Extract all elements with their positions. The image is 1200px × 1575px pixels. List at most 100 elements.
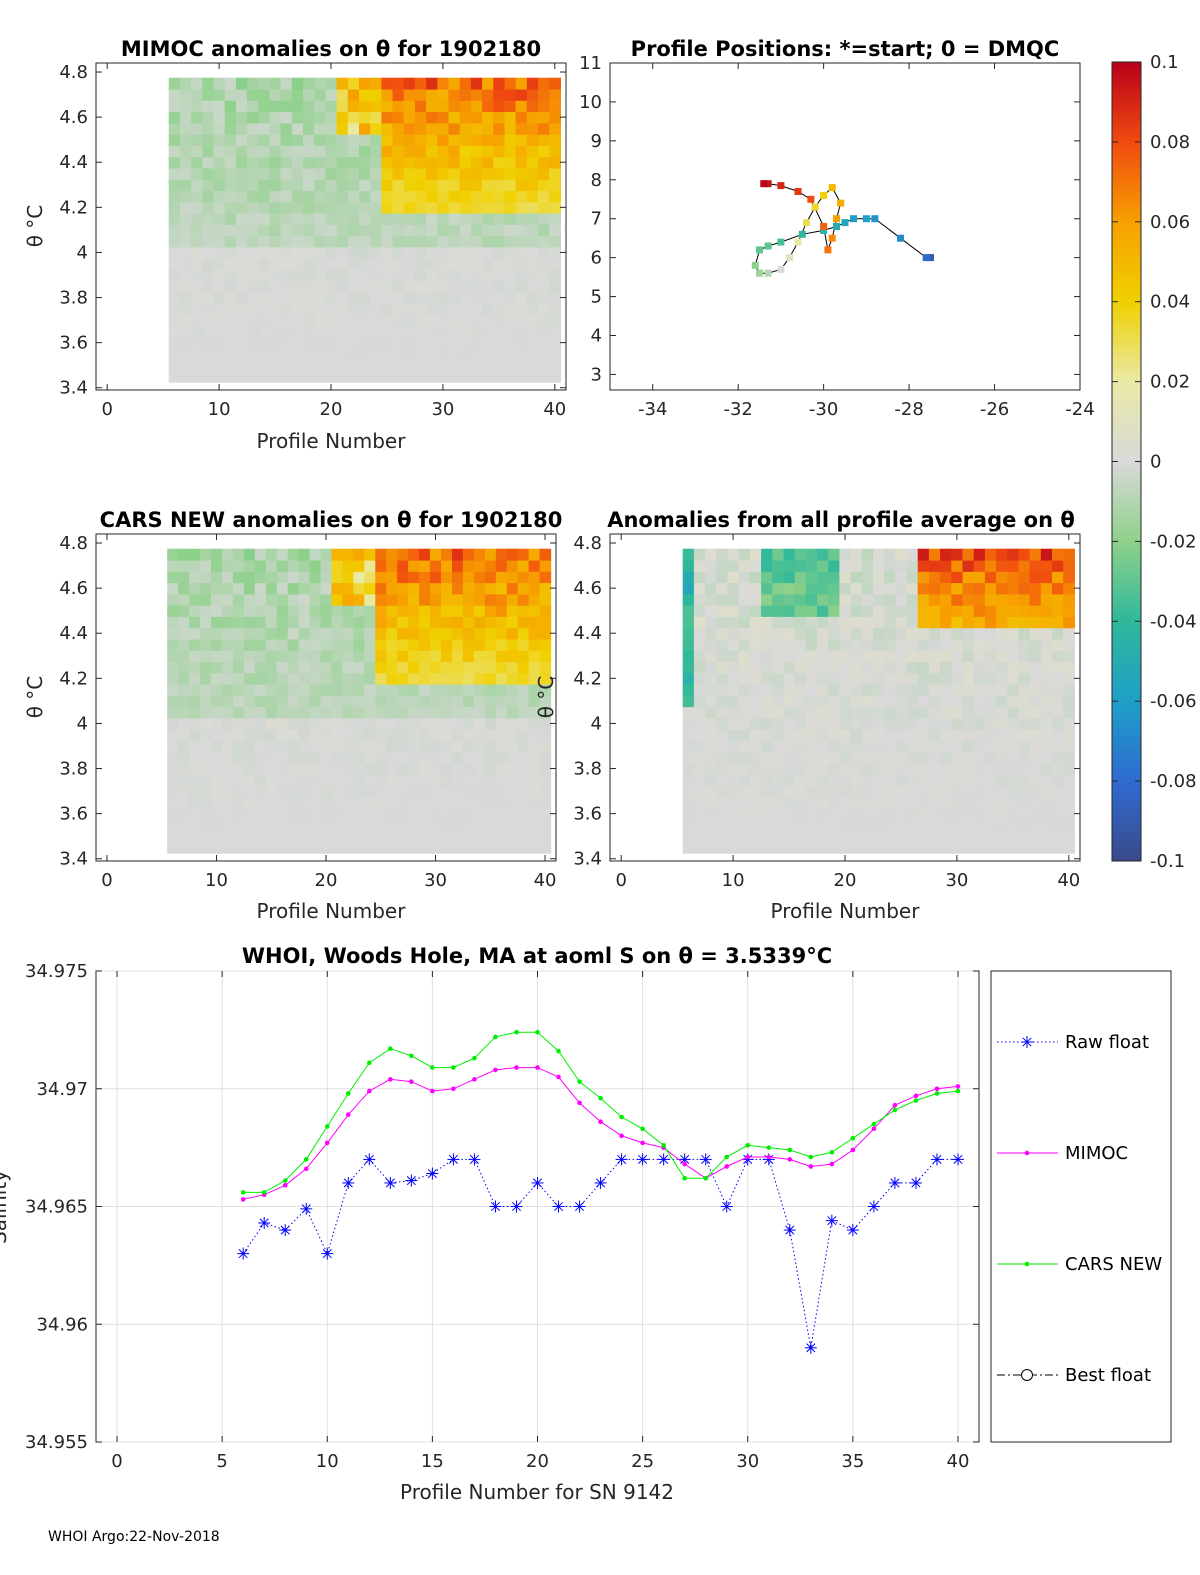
heatmap-cell <box>254 571 267 584</box>
heatmap-cell <box>850 650 863 662</box>
heatmap-cell <box>320 751 333 764</box>
heatmap-cell <box>984 751 997 764</box>
heatmap-cell <box>951 650 964 662</box>
heatmap-cell <box>861 650 874 662</box>
heatmap-cell <box>309 762 322 775</box>
heatmap-cell <box>884 819 896 832</box>
heatmap-cell <box>693 571 706 584</box>
heatmap-cell <box>437 156 450 169</box>
heatmap-cell <box>504 77 517 90</box>
heatmap-cell <box>386 729 398 741</box>
heatmap-cell <box>504 337 517 349</box>
heatmap-cell <box>1063 571 1075 584</box>
heatmap-cell <box>243 808 256 820</box>
heatmap-cell <box>202 370 215 383</box>
heatmap-cell <box>287 548 300 561</box>
series-point <box>808 1164 814 1169</box>
colorbar-tick-label: 0.04 <box>1150 292 1190 313</box>
heatmap-cell <box>705 841 717 854</box>
heatmap-cell <box>269 134 282 146</box>
heatmap-cell <box>353 751 365 764</box>
heatmap-cell <box>448 134 461 146</box>
heatmap-cell <box>962 729 975 741</box>
heatmap-cell <box>761 762 773 775</box>
heatmap-cell <box>276 605 289 617</box>
heatmap-cell <box>984 627 997 640</box>
heatmap-cell <box>426 291 438 304</box>
heatmap-cell <box>287 638 300 651</box>
heatmap-cell <box>996 841 1008 854</box>
heatmap-cell <box>168 246 181 259</box>
heatmap-cell <box>538 337 550 349</box>
heatmap-cell <box>287 582 300 595</box>
heatmap-cell <box>189 672 201 685</box>
raw-float-point <box>867 1200 880 1213</box>
heatmap-cell <box>211 706 223 719</box>
heatmap-cell <box>526 88 539 101</box>
track-point <box>828 234 836 242</box>
heatmap-cell <box>269 269 282 282</box>
heatmap-cell <box>430 695 442 708</box>
heatmap-cell <box>482 359 494 372</box>
heatmap-cell <box>309 593 322 606</box>
heatmap-cell <box>528 661 541 674</box>
heatmap-cell <box>167 796 179 809</box>
heatmap-cell <box>828 605 840 617</box>
track-point <box>751 261 759 269</box>
heatmap-cell <box>928 695 941 708</box>
heatmap-cell <box>817 616 829 629</box>
heatmap-cell <box>940 695 952 708</box>
heatmap-cell <box>906 684 919 696</box>
heatmap-cell <box>200 593 212 606</box>
heatmap-cell <box>984 593 997 606</box>
heatmap-cell <box>526 122 539 135</box>
heatmap-cell <box>873 740 885 753</box>
heatmap-cell <box>441 830 453 843</box>
heatmap-cell <box>861 762 874 775</box>
heatmap-cell <box>973 638 986 651</box>
heatmap-cell <box>973 774 986 787</box>
heatmap-cell <box>320 638 333 651</box>
heatmap-cell <box>331 762 344 775</box>
heatmap-cell <box>320 785 333 798</box>
heatmap-cell <box>364 684 376 696</box>
heatmap-cell <box>414 145 427 158</box>
heatmap-cell <box>232 571 245 584</box>
heatmap-cell <box>386 819 398 832</box>
heatmap-cell <box>783 706 796 719</box>
heatmap-cell <box>873 774 885 787</box>
heatmap-cell <box>473 841 486 854</box>
heatmap-cell <box>716 605 729 617</box>
heatmap-cell <box>1029 672 1042 685</box>
heatmap-cell <box>179 258 192 270</box>
heatmap-cell <box>325 224 338 237</box>
heatmap-cell <box>419 695 431 708</box>
heatmap-cell <box>430 650 442 662</box>
heatmap-cell <box>761 796 773 809</box>
heatmap-cell <box>470 100 483 113</box>
heatmap-cell <box>213 122 226 135</box>
heatmap-cell <box>738 616 751 629</box>
heatmap-cell <box>419 796 431 809</box>
heatmap-cell <box>386 774 398 787</box>
heatmap-cell <box>222 571 234 584</box>
heatmap-cell <box>386 582 398 595</box>
heatmap-cell <box>1018 841 1031 854</box>
heatmap-cell <box>247 269 259 282</box>
heatmap-cell <box>817 740 829 753</box>
heatmap-cell <box>482 213 494 225</box>
heatmap-cell <box>749 841 762 854</box>
heatmap-cell <box>325 100 338 113</box>
heatmap-cell <box>761 627 773 640</box>
heatmap-cell <box>243 706 256 719</box>
heatmap-cell <box>419 605 431 617</box>
heatmap-cell <box>772 605 785 617</box>
heatmap-cell <box>426 325 438 338</box>
heatmap-cell <box>452 762 464 775</box>
heatmap-cell <box>191 224 203 237</box>
x-tick-label: -24 <box>1065 399 1094 420</box>
heatmap-cell <box>515 314 528 327</box>
positions-title: Profile Positions: *=start; 0 = DMQC <box>631 37 1060 61</box>
heatmap-cell <box>805 841 818 854</box>
heatmap-cell <box>716 751 729 764</box>
